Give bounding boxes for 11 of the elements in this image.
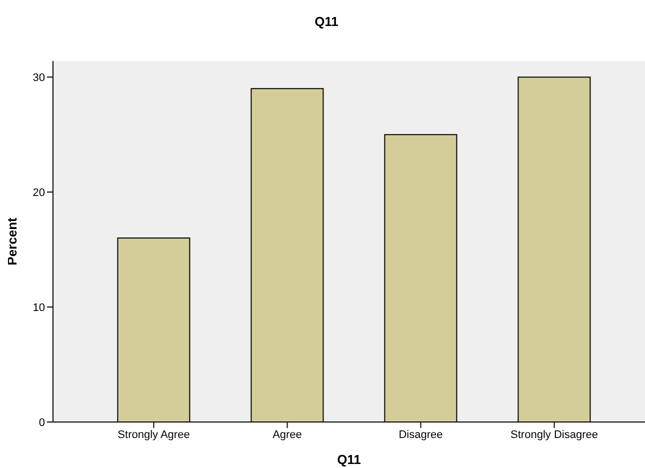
- x-tick-label: Disagree: [398, 428, 443, 441]
- y-tick-label: 0: [38, 416, 45, 429]
- x-tick-label: Strongly Agree: [118, 428, 190, 441]
- y-tick-label: 30: [32, 72, 45, 84]
- chart-title: Q11: [314, 13, 340, 31]
- x-tick-label: Agree: [272, 428, 302, 441]
- y-axis-title: Percent: [4, 216, 20, 266]
- x-axis-title: Q11: [337, 452, 361, 467]
- y-tick-label: 20: [32, 186, 45, 199]
- x-tick-label: Strongly Disagree: [510, 428, 598, 441]
- y-tick-label: 10: [32, 302, 45, 314]
